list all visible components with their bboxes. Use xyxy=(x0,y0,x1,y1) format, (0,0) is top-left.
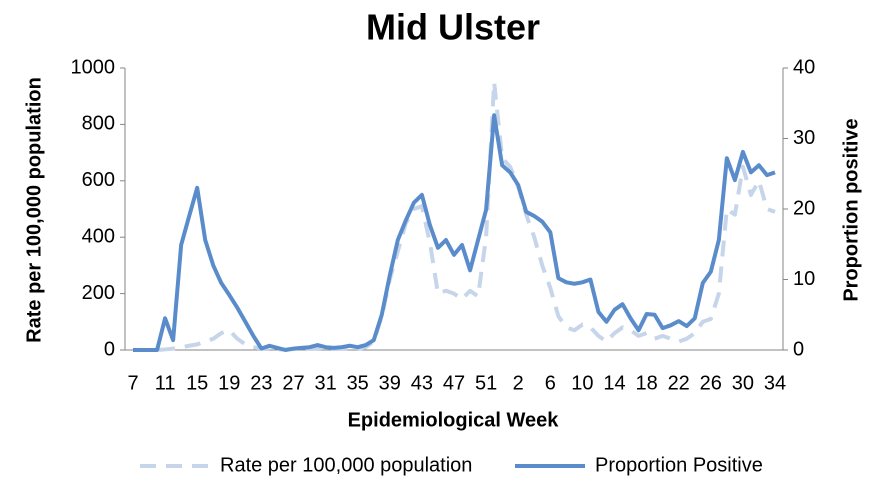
y-tick-label: 400 xyxy=(82,225,115,247)
x-tick-label: 26 xyxy=(700,372,722,394)
legend-label: Rate per 100,000 population xyxy=(220,454,472,476)
y2-tick-label: 0 xyxy=(793,338,804,360)
x-tick-label: 39 xyxy=(379,372,401,394)
x-tick-label: 7 xyxy=(127,372,138,394)
x-tick-label: 30 xyxy=(732,372,754,394)
chart-title: Mid Ulster xyxy=(366,7,540,48)
y2-tick-label: 30 xyxy=(793,127,815,149)
data-line xyxy=(133,80,776,352)
y2-tick-label: 20 xyxy=(793,197,815,219)
y-tick-label: 800 xyxy=(82,113,115,135)
x-tick-label: 18 xyxy=(635,372,657,394)
x-tick-label: 14 xyxy=(603,372,625,394)
x-tick-label: 10 xyxy=(571,372,593,394)
data-line xyxy=(133,113,776,352)
y-tick-label: 200 xyxy=(82,282,115,304)
x-tick-label: 34 xyxy=(764,372,786,394)
x-tick-label: 19 xyxy=(218,372,240,394)
x-tick-label: 35 xyxy=(347,372,369,394)
y2-axis-title: Proportion positive xyxy=(840,118,862,301)
y2-tick-label: 10 xyxy=(793,268,815,290)
x-tick-label: 31 xyxy=(314,372,336,394)
legend-label: Proportion Positive xyxy=(595,454,763,476)
y-tick-label: 1000 xyxy=(71,56,116,78)
y2-tick-label: 40 xyxy=(793,56,815,78)
y-axis-title: Rate per 100,000 population xyxy=(23,77,45,343)
x-tick-label: 27 xyxy=(282,372,304,394)
x-tick-label: 6 xyxy=(545,372,556,394)
x-tick-label: 15 xyxy=(186,372,208,394)
y-tick-label: 0 xyxy=(104,338,115,360)
x-tick-label: 43 xyxy=(411,372,433,394)
x-tick-label: 11 xyxy=(155,372,176,394)
x-axis-title: Epidemiological Week xyxy=(348,409,560,431)
x-tick-label: 51 xyxy=(475,372,497,394)
x-tick-label: 23 xyxy=(250,372,272,394)
x-tick-label: 2 xyxy=(513,372,524,394)
y-tick-label: 600 xyxy=(82,169,115,191)
x-tick-label: 47 xyxy=(443,372,465,394)
x-tick-label: 22 xyxy=(668,372,690,394)
